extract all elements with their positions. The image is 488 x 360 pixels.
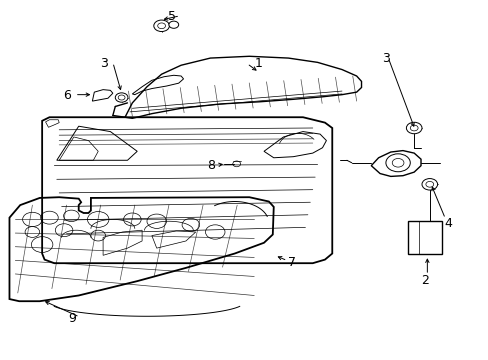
Circle shape xyxy=(115,93,128,102)
Text: 6: 6 xyxy=(63,89,71,102)
Circle shape xyxy=(168,21,178,28)
Text: 4: 4 xyxy=(444,216,451,230)
Text: 7: 7 xyxy=(288,256,296,269)
Text: 5: 5 xyxy=(168,10,176,23)
Text: 9: 9 xyxy=(68,311,76,325)
Circle shape xyxy=(406,122,421,134)
Circle shape xyxy=(421,179,437,190)
Text: 2: 2 xyxy=(420,274,428,287)
Text: 3: 3 xyxy=(381,51,389,64)
Text: 1: 1 xyxy=(254,57,262,70)
Circle shape xyxy=(154,20,169,32)
Text: 8: 8 xyxy=(207,159,215,172)
Text: 3: 3 xyxy=(100,57,108,70)
